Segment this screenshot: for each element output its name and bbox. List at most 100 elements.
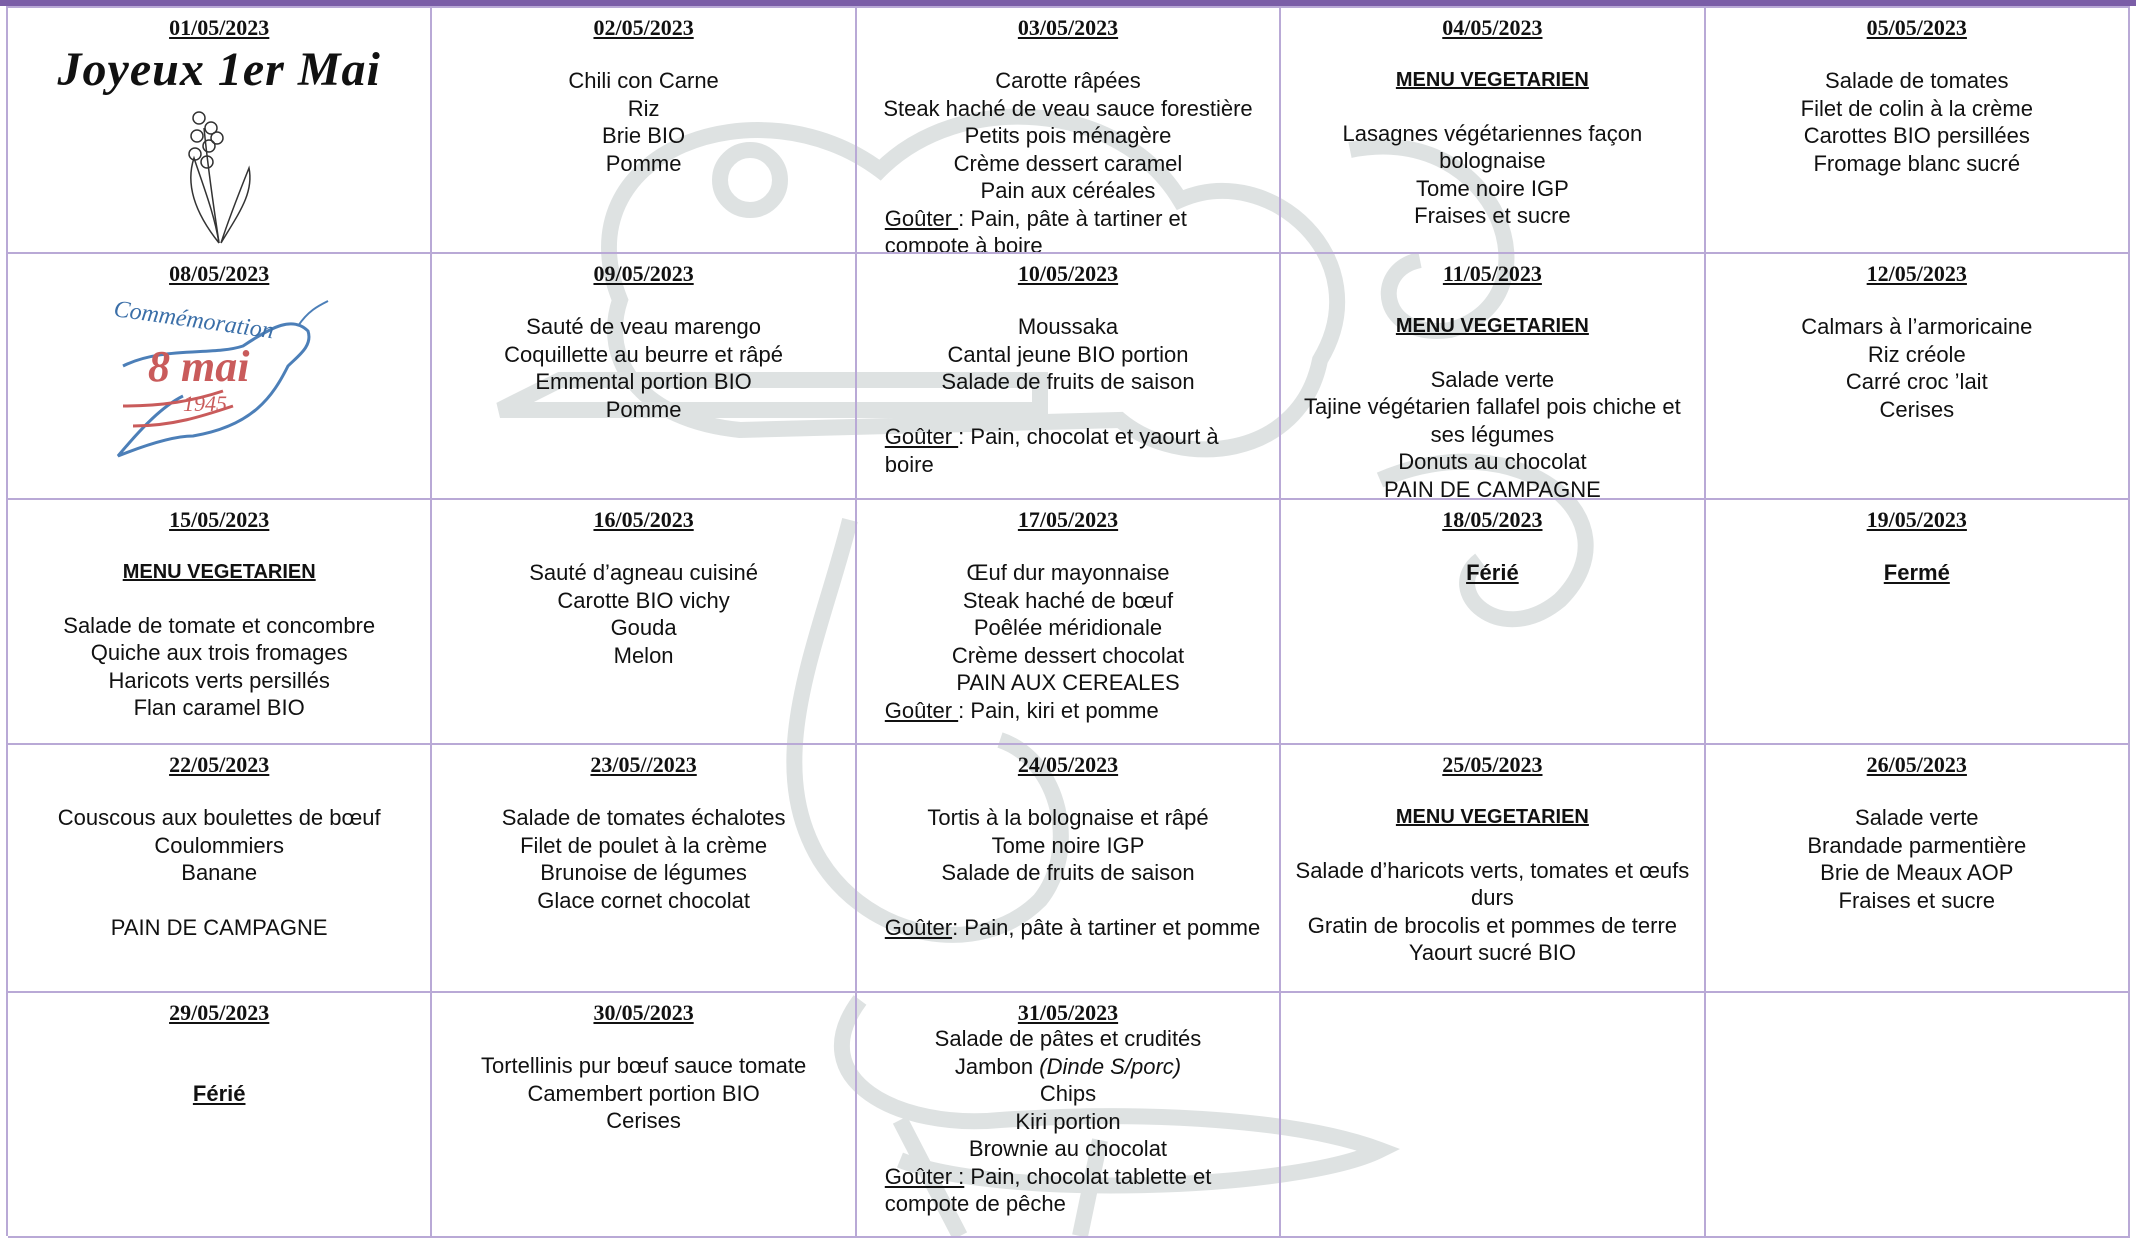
menu-item: Camembert portion BIO [527,1080,760,1106]
menu-item: Œuf dur mayonnaise [966,560,1170,585]
menu-item: Tome noire IGP [1415,175,1569,201]
lily-drawing [188,111,251,244]
menu-item: Crème dessert caramel [953,150,1183,176]
gouter: Goûter : Pain, pâte à tartiner et compot… [857,205,1279,254]
day-cell: 16/05/2023 Sauté d’agneau cuisiné Carotte … [432,500,857,745]
date: 19/05/2023 [1866,507,1967,532]
date: 31/05/2023 [1017,1000,1119,1025]
date: 17/05/2023 [1017,507,1119,532]
day-cell: 12/05/2023 Calmars à l’armoricaine Riz cré… [1705,254,2130,500]
day-cell: 09/05/2023 Sauté de veau marengo Coquillet… [432,254,857,500]
date: 30/05/2023 [593,1000,694,1025]
menu-item: Melon [613,642,674,668]
menu-item: Tortellinis pur bœuf sauce tomate [480,1053,807,1078]
menu-item: Salade de fruits de saison [941,369,1195,394]
drawing [202,139,216,153]
date: 29/05/2023 [169,1000,270,1025]
menu: Chili con Carne Riz Brie BIO Pomme [432,67,854,177]
menu-item: Cantal jeune BIO portion [947,341,1189,367]
drawing [122,389,234,428]
menu-heading: MENU VEGETARIEN [1395,806,1589,828]
day-cell: 04/05/2023 MENU VEGETARIEN Lasagnes végéta… [1281,8,1706,254]
menu-item-note: (Dinde S/porc) [1039,1053,1182,1079]
drawing [210,131,224,145]
menu-item: Carottes BIO persillées [1803,123,2030,148]
menu-item: PAIN AUX CEREALES [956,670,1180,695]
menu-item: Moussaka [1017,314,1119,339]
day-cell: 10/05/2023 Moussaka Cantal jeune BIO porti… [856,254,1282,500]
menu-item: Banane [181,860,258,885]
menu-item: Sauté d’agneau cuisiné [529,560,758,585]
gouter-text: : Pain, pâte à tartiner et compote à boi… [884,205,1187,254]
drawing [116,322,311,458]
date: 03/05/2023 [1017,15,1119,40]
day-cell: 30/05/2023 Tortellinis pur bœuf sauce tom… [432,993,857,1238]
menu: MENU VEGETARIEN Salade verte Tajine végéta… [1281,313,1703,500]
day-cell [1705,993,2130,1238]
menu: Œuf dur mayonnaise Steak haché de bœuf Poê… [857,559,1279,724]
menu-grid: 01/05/2023 Joyeux 1er Mai 02/05/2023 Chili … [6,6,2130,1238]
menu-item: Carotte râpées [995,68,1141,93]
drawing [192,111,206,125]
date: 25/05/2023 [1442,752,1543,777]
menu: Salade verte Brandade parmentière Brie de … [1706,804,2128,914]
day-cell [1281,993,1706,1238]
menu-heading: MENU VEGETARIEN [1395,69,1589,91]
menu: Couscous aux boulettes de bœuf Coulommier… [8,804,430,942]
drawing [204,121,218,135]
day-cell: 17/05/2023 Œuf dur mayonnaise Steak haché … [856,500,1282,745]
date: 15/05/2023 [169,507,270,532]
drawing [200,155,214,169]
menu: MENU VEGETARIEN Salade d’haricots verts, … [1281,804,1703,967]
menu-item: Riz créole [1867,341,1966,367]
drawing [188,147,202,161]
menu-item: Steak haché de bœuf [962,587,1174,613]
menu-item: Kiri portion [1015,1108,1121,1134]
menu-heading: MENU VEGETARIEN [1395,315,1589,337]
menu-item: PAIN DE CAMPAGNE [1384,476,1601,500]
menu-item: Carotte BIO vichy [557,587,730,613]
menu-item: Coquillette au beurre et râpé [504,341,784,367]
menu-item: Brunoise de légumes [540,860,747,885]
date: 16/05/2023 [593,507,694,532]
gouter: Goûter : Pain, chocolat tablette et comp… [857,1163,1279,1218]
menu-item: Brandade parmentière [1807,832,2027,858]
menu-heading: Férié [1466,560,1519,585]
day-cell: 08/05/2023 Commémoration 8 mai 1945 [8,254,433,500]
menu-item: Pain aux céréales [980,178,1156,203]
gouter-label: Goûter [884,205,959,231]
menu-item: Flan caramel BIO [133,695,305,720]
date: 01/05/2023 [169,15,270,40]
menu-item: Fraises et sucre [1838,887,1996,913]
date: 09/05/2023 [593,261,694,286]
menu: Calmars à l’armoricaine Riz créole Carré c… [1706,313,2128,423]
menu-item: Tome noire IGP [991,832,1145,858]
menu: MENU VEGETARIEN Lasagnes végétariennes fa… [1281,67,1703,230]
drawing [188,111,251,244]
menu-item: Salade de pâtes et crudités [934,1026,1202,1051]
menu-item: Pomme [605,150,682,176]
gouter-text: : Pain, pâte à tartiner et pomme [952,915,1261,940]
date: 11/05/2023 [1442,261,1542,286]
menu-item: Donuts au chocolat [1398,449,1587,474]
menu-item: PAIN DE CAMPAGNE [110,915,328,940]
gouter-text: : Pain, kiri et pomme [958,697,1159,723]
menu-item: Glace cornet chocolat [537,887,750,913]
gouter-text: : Pain, chocolat et yaourt à boire [884,424,1219,477]
menu-item: Riz [627,95,660,121]
menu-item: Emmental portion BIO [535,369,752,394]
gouter: Goûter : Pain, kiri et pomme [857,697,1279,725]
menu-item: Tortis à la bolognaise et râpé [927,805,1209,830]
menu-item: Salade d’haricots verts, tomates et œufs… [1295,857,1690,911]
menu: Tortis à la bolognaise et râpé Tome noire… [857,804,1279,942]
date: 04/05/2023 [1442,15,1543,40]
menu-item: Cerises [1879,396,1955,422]
day-cell: 01/05/2023 Joyeux 1er Mai [8,8,433,254]
menu-item: Gouda [610,615,677,640]
menu-item: Steak haché de veau sauce forestière [883,95,1253,121]
day-cell: 23/05//2023 Salade de tomates échalotes Fi… [432,745,857,993]
menu-item: Brownie au chocolat [968,1136,1168,1161]
menu-item: Carré croc ’lait [1845,369,1988,394]
menu-item: Calmars à l’armoricaine [1801,314,2033,339]
